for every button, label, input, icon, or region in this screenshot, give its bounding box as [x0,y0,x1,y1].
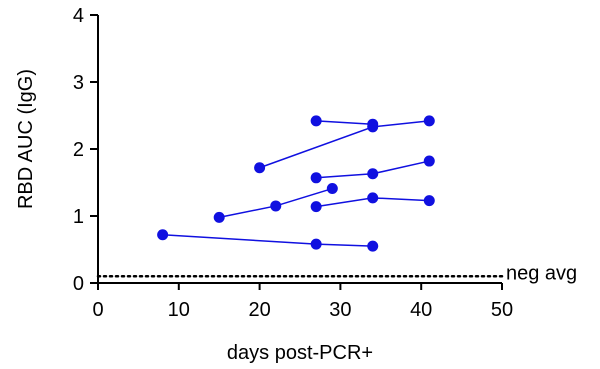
data-point [157,229,169,241]
series-2 [254,115,435,174]
x-tick-label: 40 [410,299,432,321]
series-6 [157,229,379,252]
data-point [367,192,379,204]
x-tick-label: 30 [329,299,351,321]
data-point [310,201,322,213]
x-tick-label: 10 [168,299,190,321]
data-point [423,115,435,127]
y-tick-label: 2 [73,139,84,161]
series-4 [213,183,338,223]
y-tick-label: 0 [73,273,84,295]
series-line [259,120,430,169]
data-point [270,200,282,212]
data-point [367,121,379,133]
data-point [254,162,266,174]
series-5 [310,192,435,213]
x-axis-title: days post-PCR+ [227,342,373,364]
y-tick-label: 1 [73,206,84,228]
axes: 0 10 20 30 40 50 0 1 2 3 4 [73,5,513,321]
series-line [316,120,373,125]
data-point [367,240,379,252]
data-point [213,211,225,223]
data-point [423,195,435,207]
y-tick-label: 4 [73,5,84,27]
reference-line-label: neg avg [506,262,577,284]
x-tick-label: 50 [491,299,513,321]
data-point [326,183,338,195]
y-axis-title: RBD AUC (IgG) [15,69,37,209]
x-tick-label: 20 [248,299,270,321]
data-point [367,168,379,180]
data-point [310,172,322,184]
data-point [310,115,322,127]
series-line [162,234,373,247]
data-point [310,238,322,250]
series-3 [310,155,435,184]
series-group [157,115,435,252]
y-tick-label: 3 [73,72,84,94]
data-point [423,155,435,167]
x-tick-label: 0 [92,299,103,321]
